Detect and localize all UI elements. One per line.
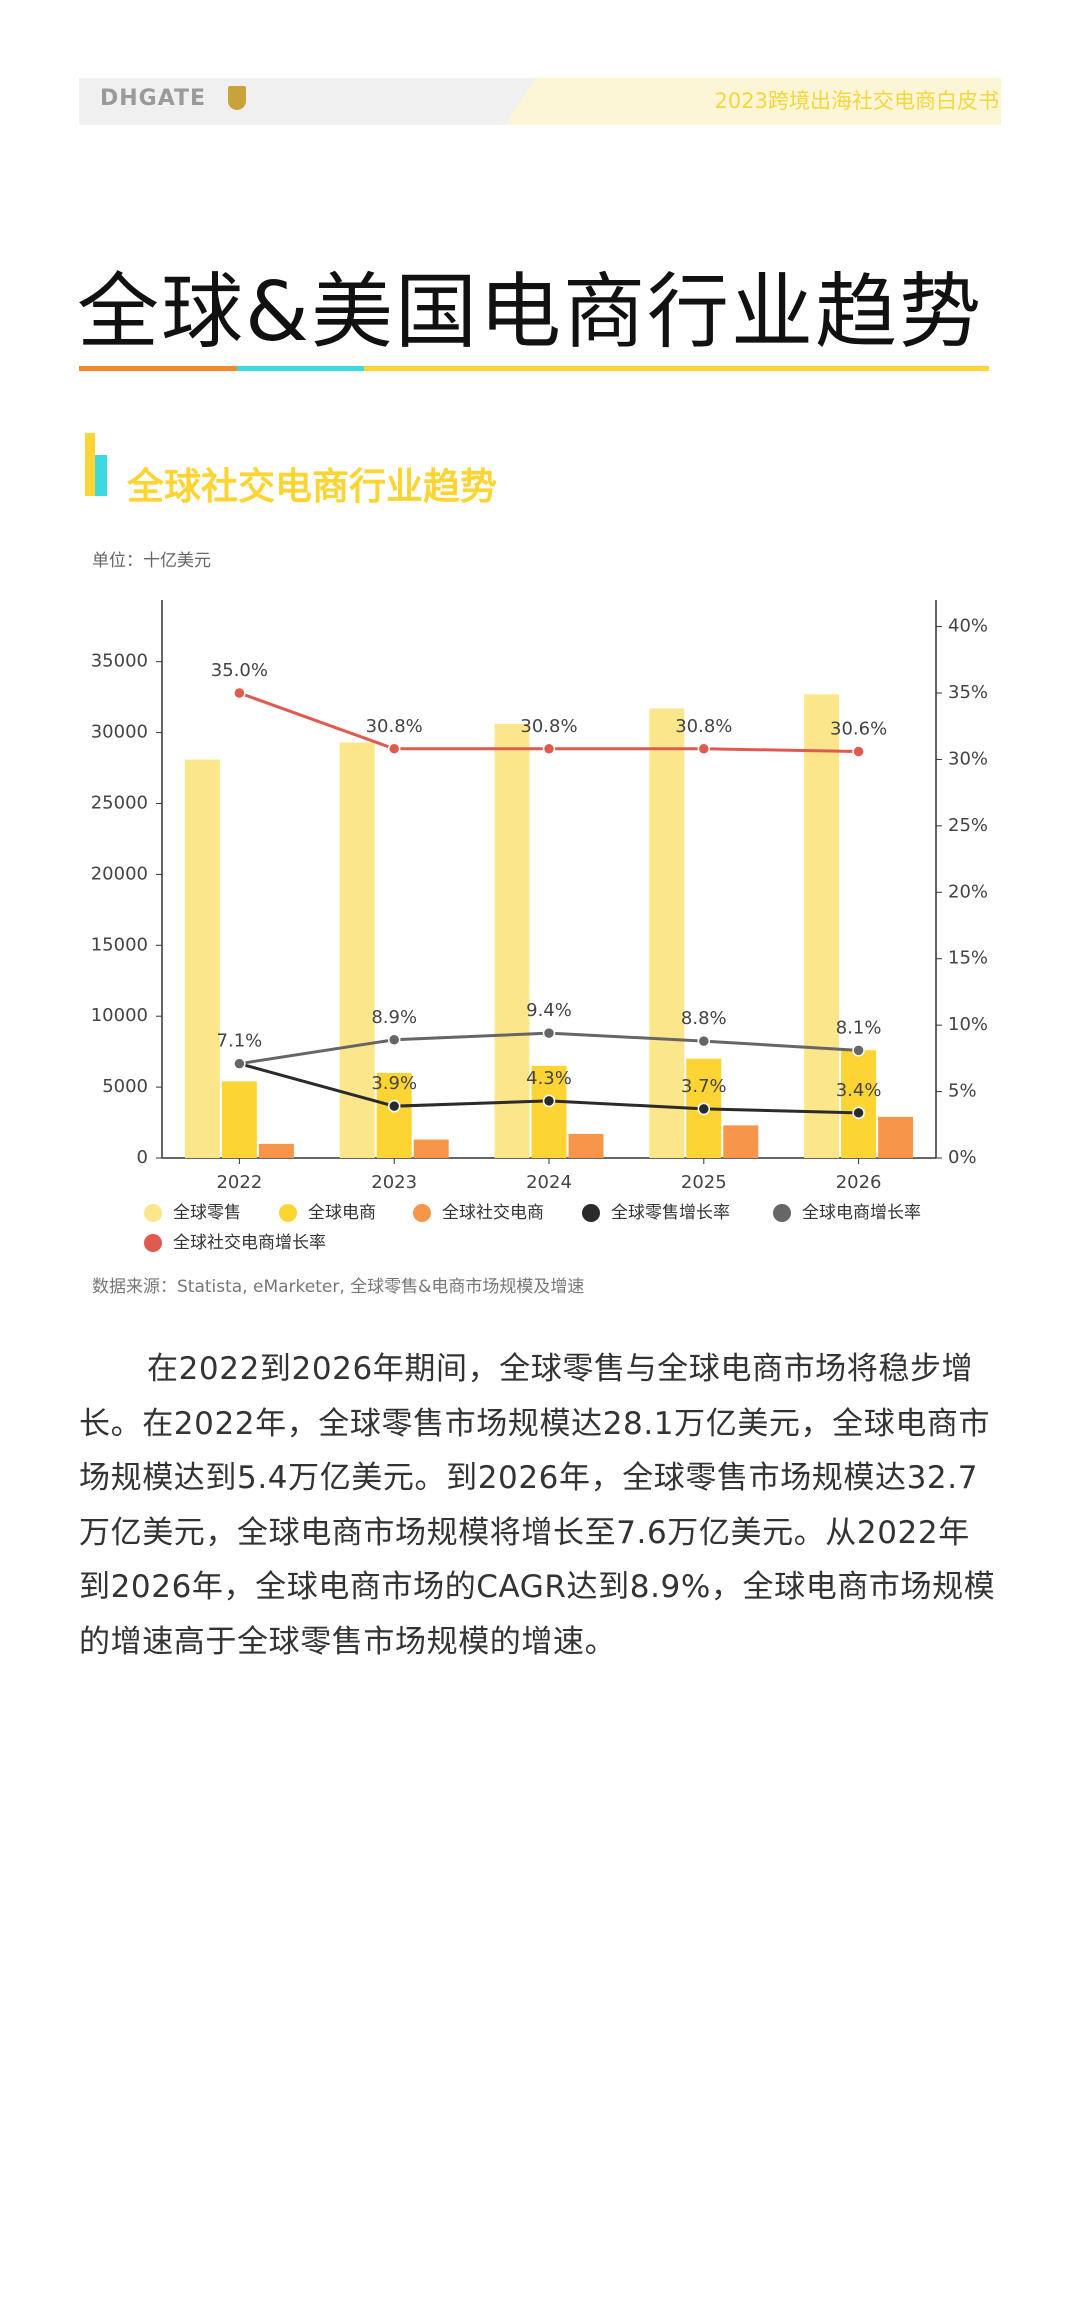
page-title: 全球&美国电商行业趋势 xyxy=(77,265,983,360)
y2-tick-label: 40% xyxy=(948,616,988,637)
legend-swatch xyxy=(279,1204,297,1222)
data-label: 4.3% xyxy=(526,1068,572,1089)
y-tick-label: 30000 xyxy=(91,722,148,743)
y-tick-label: 20000 xyxy=(91,863,148,884)
data-label: 3.7% xyxy=(681,1076,727,1097)
bar xyxy=(494,724,530,1158)
source: 数据来源：Statista, eMarketer, 全球零售&电商市场规模及增速 xyxy=(92,1277,584,1297)
bar xyxy=(568,1133,604,1158)
line-point xyxy=(542,742,556,756)
line-point xyxy=(387,742,401,756)
legend-label: 全球社交电商增长率 xyxy=(173,1233,326,1253)
legend-swatch xyxy=(582,1204,600,1222)
x-tick-label: 2023 xyxy=(371,1172,417,1193)
y2-tick-label: 25% xyxy=(948,815,988,836)
y2-tick-label: 5% xyxy=(948,1081,977,1102)
line-point xyxy=(542,1026,556,1040)
y-tick-label: 35000 xyxy=(91,651,148,672)
section-marker xyxy=(85,433,95,496)
data-label: 30.8% xyxy=(366,716,423,737)
line-point xyxy=(852,1106,865,1120)
data-label: 8.9% xyxy=(371,1007,417,1028)
data-label: 35.0% xyxy=(211,660,268,681)
y-tick-label: 5000 xyxy=(102,1076,148,1097)
header-band-accent xyxy=(505,78,1001,125)
title-rule xyxy=(237,366,364,371)
bar xyxy=(376,1072,412,1158)
header-title: 2023跨境出海社交电商白皮书 xyxy=(714,89,999,113)
chart: 单位：十亿美元 数据来源：Statista, eMarketer, 全球零售&电… xyxy=(91,551,988,1297)
data-label: 8.8% xyxy=(681,1008,727,1029)
section-marker xyxy=(95,455,107,496)
line-point xyxy=(697,1034,711,1048)
bar xyxy=(221,1081,257,1158)
data-label: 3.4% xyxy=(836,1080,882,1101)
y-tick-label: 25000 xyxy=(91,792,148,813)
legend-label: 全球零售增长率 xyxy=(611,1203,730,1223)
line-point xyxy=(233,686,246,700)
legend-label: 全球电商 xyxy=(308,1203,376,1223)
data-label: 7.1% xyxy=(217,1031,263,1052)
unit-label: 单位：十亿美元 xyxy=(92,551,211,571)
legend-swatch xyxy=(773,1204,791,1222)
y-tick-label: 10000 xyxy=(91,1005,148,1026)
line-point xyxy=(697,742,711,756)
bar xyxy=(531,1065,567,1158)
data-label: 9.4% xyxy=(526,1000,572,1021)
bar xyxy=(413,1139,449,1158)
logo: DHGATE xyxy=(100,86,207,111)
y2-tick-label: 15% xyxy=(948,948,988,969)
line-point xyxy=(852,745,865,758)
x-tick-label: 2022 xyxy=(216,1172,262,1193)
line-point xyxy=(852,1044,865,1057)
bar xyxy=(339,742,375,1158)
data-label: 30.6% xyxy=(830,718,887,739)
line-point xyxy=(542,1094,556,1108)
line-point xyxy=(387,1099,401,1113)
y-tick-label: 0 xyxy=(137,1147,148,1168)
section-title: 全球社交电商行业趋势 xyxy=(127,465,497,508)
line-point xyxy=(233,1057,246,1070)
y2-tick-label: 20% xyxy=(948,881,988,902)
data-label: 30.8% xyxy=(520,716,577,737)
legend-swatch xyxy=(413,1204,431,1222)
bar xyxy=(258,1143,294,1158)
x-tick-label: 2024 xyxy=(526,1172,572,1193)
bar xyxy=(649,708,685,1158)
y2-tick-label: 0% xyxy=(948,1147,977,1168)
y2-tick-label: 35% xyxy=(948,682,988,703)
paragraph: 在2022到2026年期间，全球零售与全球电商市场将稳步增长。在2022年，全球… xyxy=(79,1351,996,1660)
y2-tick-label: 10% xyxy=(948,1014,988,1035)
bar xyxy=(841,1050,877,1158)
title-rule xyxy=(79,366,237,371)
line-point xyxy=(387,1033,401,1047)
school-logo xyxy=(228,86,246,110)
legend-label: 全球社交电商 xyxy=(442,1203,544,1223)
y2-tick-label: 30% xyxy=(948,748,988,769)
bar xyxy=(184,759,220,1158)
data-label: 3.9% xyxy=(371,1073,417,1094)
x-tick-label: 2025 xyxy=(681,1172,727,1193)
bar xyxy=(723,1125,759,1158)
bar xyxy=(804,694,840,1158)
data-label: 8.1% xyxy=(836,1017,882,1038)
legend-swatch xyxy=(144,1204,162,1222)
line-point xyxy=(697,1102,711,1116)
x-tick-label: 2026 xyxy=(836,1172,882,1193)
legend-swatch xyxy=(144,1234,162,1252)
legend-label: 全球零售 xyxy=(173,1203,241,1223)
y-tick-label: 15000 xyxy=(91,934,148,955)
bar xyxy=(878,1116,914,1158)
legend-label: 全球电商增长率 xyxy=(802,1203,921,1223)
data-label: 30.8% xyxy=(675,716,732,737)
title-rule xyxy=(364,366,989,371)
